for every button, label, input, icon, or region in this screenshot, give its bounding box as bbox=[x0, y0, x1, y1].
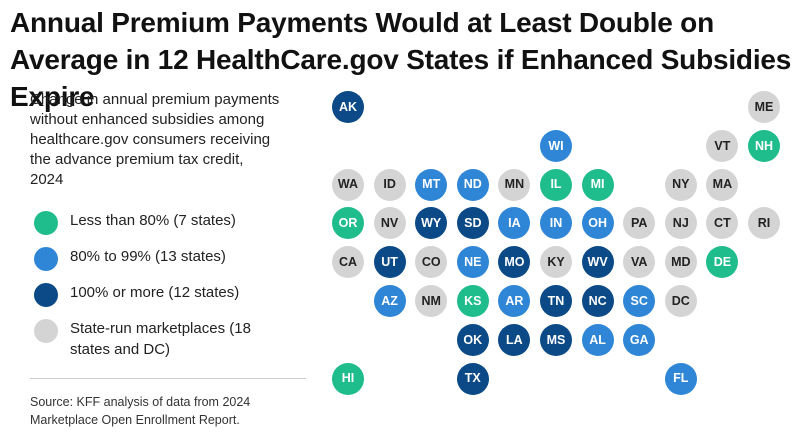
state-tile-id: ID bbox=[373, 168, 406, 201]
state-tile-ia: IA bbox=[498, 207, 531, 240]
source-divider bbox=[30, 378, 306, 379]
state-tile-nv: NV bbox=[373, 207, 406, 240]
state-tile-mn: MN bbox=[498, 168, 531, 201]
state-tile-ny: NY bbox=[664, 168, 697, 201]
state-tile-de: DE bbox=[706, 246, 739, 279]
state-tile-ky: KY bbox=[540, 246, 572, 279]
legend-item-80-to-99: 80% to 99% (13 states) bbox=[34, 246, 290, 271]
state-tile-ne: NE bbox=[456, 246, 489, 279]
state-tile-me: ME bbox=[748, 91, 780, 123]
state-tile-wi: WI bbox=[540, 129, 572, 162]
state-tile-hi: HI bbox=[332, 362, 364, 395]
state-tile-pa: PA bbox=[623, 207, 656, 240]
chart-title: Annual Premium Payments Would at Least D… bbox=[10, 7, 792, 112]
state-tile-ok: OK bbox=[456, 323, 489, 356]
legend-swatch-gray bbox=[34, 319, 58, 343]
state-tile-ut: UT bbox=[373, 246, 406, 279]
state-tile-mo: MO bbox=[498, 246, 531, 279]
state-tile-co: CO bbox=[415, 246, 448, 279]
state-tile-wv: WV bbox=[581, 246, 614, 279]
legend-item-less-than-80: Less than 80% (7 states) bbox=[34, 210, 290, 235]
legend-item-state-run: State-run marketplaces (18 states and DC… bbox=[34, 318, 270, 360]
state-tile-sd: SD bbox=[456, 207, 489, 240]
legend-swatch-mid-blue bbox=[34, 247, 58, 271]
state-tile-ms: MS bbox=[540, 323, 572, 356]
state-tile-az: AZ bbox=[373, 285, 406, 317]
state-tile-ar: AR bbox=[498, 285, 531, 317]
state-tile-al: AL bbox=[581, 323, 614, 356]
state-tile-wa: WA bbox=[332, 168, 364, 201]
chart-subtitle: Change in annual premium payments withou… bbox=[30, 91, 280, 188]
state-tile-or: OR bbox=[332, 207, 364, 240]
state-tile-nd: ND bbox=[456, 168, 489, 201]
state-tile-tn: TN bbox=[540, 285, 572, 317]
state-tile-nh: NH bbox=[748, 129, 780, 162]
legend-label: State-run marketplaces (18 states and DC… bbox=[70, 320, 251, 358]
state-tile-in: IN bbox=[540, 207, 572, 240]
state-tile-il: IL bbox=[540, 168, 572, 201]
source-note: Source: KFF analysis of data from 2024 M… bbox=[30, 395, 251, 427]
state-tile-nj: NJ bbox=[664, 207, 697, 240]
state-tile-va: VA bbox=[623, 246, 656, 279]
state-tile-dc: DC bbox=[664, 285, 697, 317]
state-tile-oh: OH bbox=[581, 207, 614, 240]
legend-swatch-dark-blue bbox=[34, 283, 58, 307]
state-tile-nc: NC bbox=[581, 285, 614, 317]
state-tile-fl: FL bbox=[664, 362, 697, 395]
state-tile-tx: TX bbox=[456, 362, 489, 395]
state-tile-la: LA bbox=[498, 323, 531, 356]
state-tile-ct: CT bbox=[706, 207, 739, 240]
legend-item-100-or-more: 100% or more (12 states) bbox=[34, 282, 290, 307]
state-tile-sc: SC bbox=[623, 285, 656, 317]
state-tile-ga: GA bbox=[623, 323, 656, 356]
state-tile-vt: VT bbox=[706, 129, 739, 162]
state-tile-wy: WY bbox=[415, 207, 448, 240]
state-tile-ri: RI bbox=[748, 207, 780, 240]
state-tile-ak: AK bbox=[332, 91, 364, 123]
state-tile-md: MD bbox=[664, 246, 697, 279]
legend-label: 80% to 99% (13 states) bbox=[70, 248, 226, 265]
legend-swatch-green bbox=[34, 211, 58, 235]
state-tile-mi: MI bbox=[581, 168, 614, 201]
state-tile-ma: MA bbox=[706, 168, 739, 201]
state-tile-ca: CA bbox=[332, 246, 364, 279]
legend-label: 100% or more (12 states) bbox=[70, 284, 240, 301]
state-tile-mt: MT bbox=[415, 168, 448, 201]
state-tile-nm: NM bbox=[415, 285, 448, 317]
state-tile-ks: KS bbox=[456, 285, 489, 317]
legend-label: Less than 80% (7 states) bbox=[70, 212, 236, 229]
